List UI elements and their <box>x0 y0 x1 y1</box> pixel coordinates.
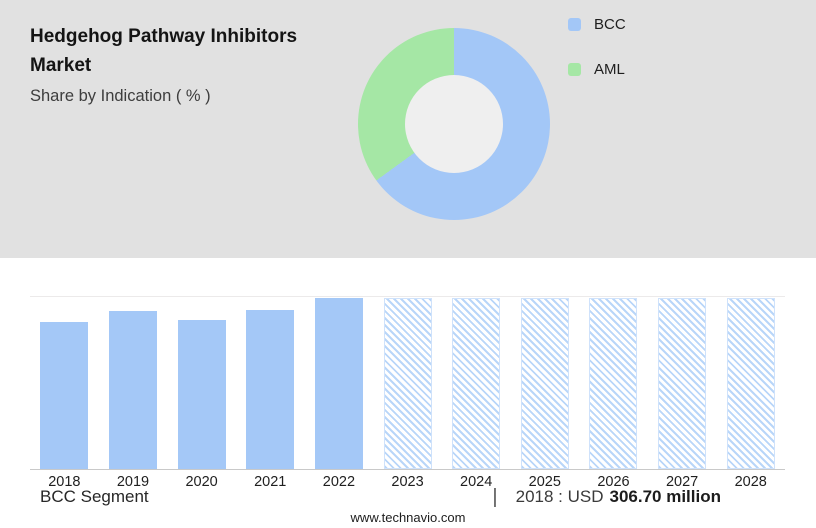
website-text: www.technavio.com <box>350 510 466 525</box>
forecast-bar-2025 <box>520 298 569 469</box>
page-title: Hedgehog Pathway Inhibitors Market <box>30 26 298 77</box>
forecast-bar-2027 <box>658 298 707 469</box>
x-axis-label-2019: 2019 <box>116 474 150 490</box>
legend-swatch <box>568 18 581 31</box>
donut-hole <box>405 75 503 173</box>
separator-bar: | <box>492 485 498 508</box>
legend: BCC AML <box>568 16 626 106</box>
x-axis-label-2023: 2023 <box>391 474 424 490</box>
bar-column-2020 <box>167 297 236 469</box>
legend-label: AML <box>594 61 625 78</box>
forecast-bar-2024 <box>452 298 501 469</box>
x-axis-label-2020: 2020 <box>185 474 218 490</box>
legend-swatch <box>568 63 581 76</box>
forecast-bar-2023 <box>383 298 432 469</box>
bar-column-2025 <box>510 297 579 469</box>
chart-footer: BCC Segment | 2018 : USD 306.70 million <box>40 484 776 510</box>
forecast-bar-2028 <box>726 298 775 469</box>
legend-item-bcc: BCC <box>568 16 626 33</box>
bar-column-2019 <box>99 297 168 469</box>
bar-column-2027 <box>648 297 717 469</box>
bar-column-2028 <box>716 297 785 469</box>
stat-group: | 2018 : USD 306.70 million <box>492 486 721 509</box>
x-axis-label-2028: 2028 <box>734 474 767 490</box>
segment-label: BCC Segment <box>40 487 149 506</box>
bar-column-2022 <box>305 297 374 469</box>
x-axis-label-2018: 2018 <box>48 474 81 490</box>
donut-chart <box>358 28 550 220</box>
bar-column-2018 <box>30 297 99 469</box>
forecast-bar-2026 <box>589 298 638 469</box>
x-axis-label-2022: 2022 <box>322 474 356 490</box>
bar-column-2021 <box>236 297 305 469</box>
legend-item-aml: AML <box>568 61 626 78</box>
stat-prefix: 2018 : USD <box>515 487 604 506</box>
x-axis-label-2027: 2027 <box>665 474 699 490</box>
summary-panel: Hedgehog Pathway Inhibitors Market Share… <box>0 0 816 258</box>
x-axis-label-2026: 2026 <box>597 474 630 490</box>
stat-value: 306.70 million <box>609 487 722 506</box>
x-axis-label-2021: 2021 <box>254 474 287 490</box>
bar-2018 <box>40 322 89 469</box>
bar-chart <box>30 296 785 470</box>
bar-column-2023 <box>373 297 442 469</box>
title-block: Hedgehog Pathway Inhibitors Market Share… <box>30 22 350 106</box>
bar-2020 <box>177 320 226 469</box>
bar-2022 <box>314 298 363 469</box>
legend-label: BCC <box>594 16 626 33</box>
x-axis-label-2024: 2024 <box>460 474 493 490</box>
bar-chart-section: 2018 2019 2020 2021 2022 2023 2024 2025 2026 2027… <box>0 258 816 528</box>
chart-subtitle: Share by Indication ( % ) <box>30 86 211 105</box>
bar-2019 <box>108 311 157 469</box>
x-axis-labels: 2018 2019 2020 2021 2022 2023 2024 2025 2026 2027… <box>30 474 785 490</box>
bar-column-2024 <box>442 297 511 469</box>
x-axis-label-2025: 2025 <box>528 474 561 490</box>
bar-2021 <box>246 310 295 469</box>
bar-column-2026 <box>579 297 648 469</box>
